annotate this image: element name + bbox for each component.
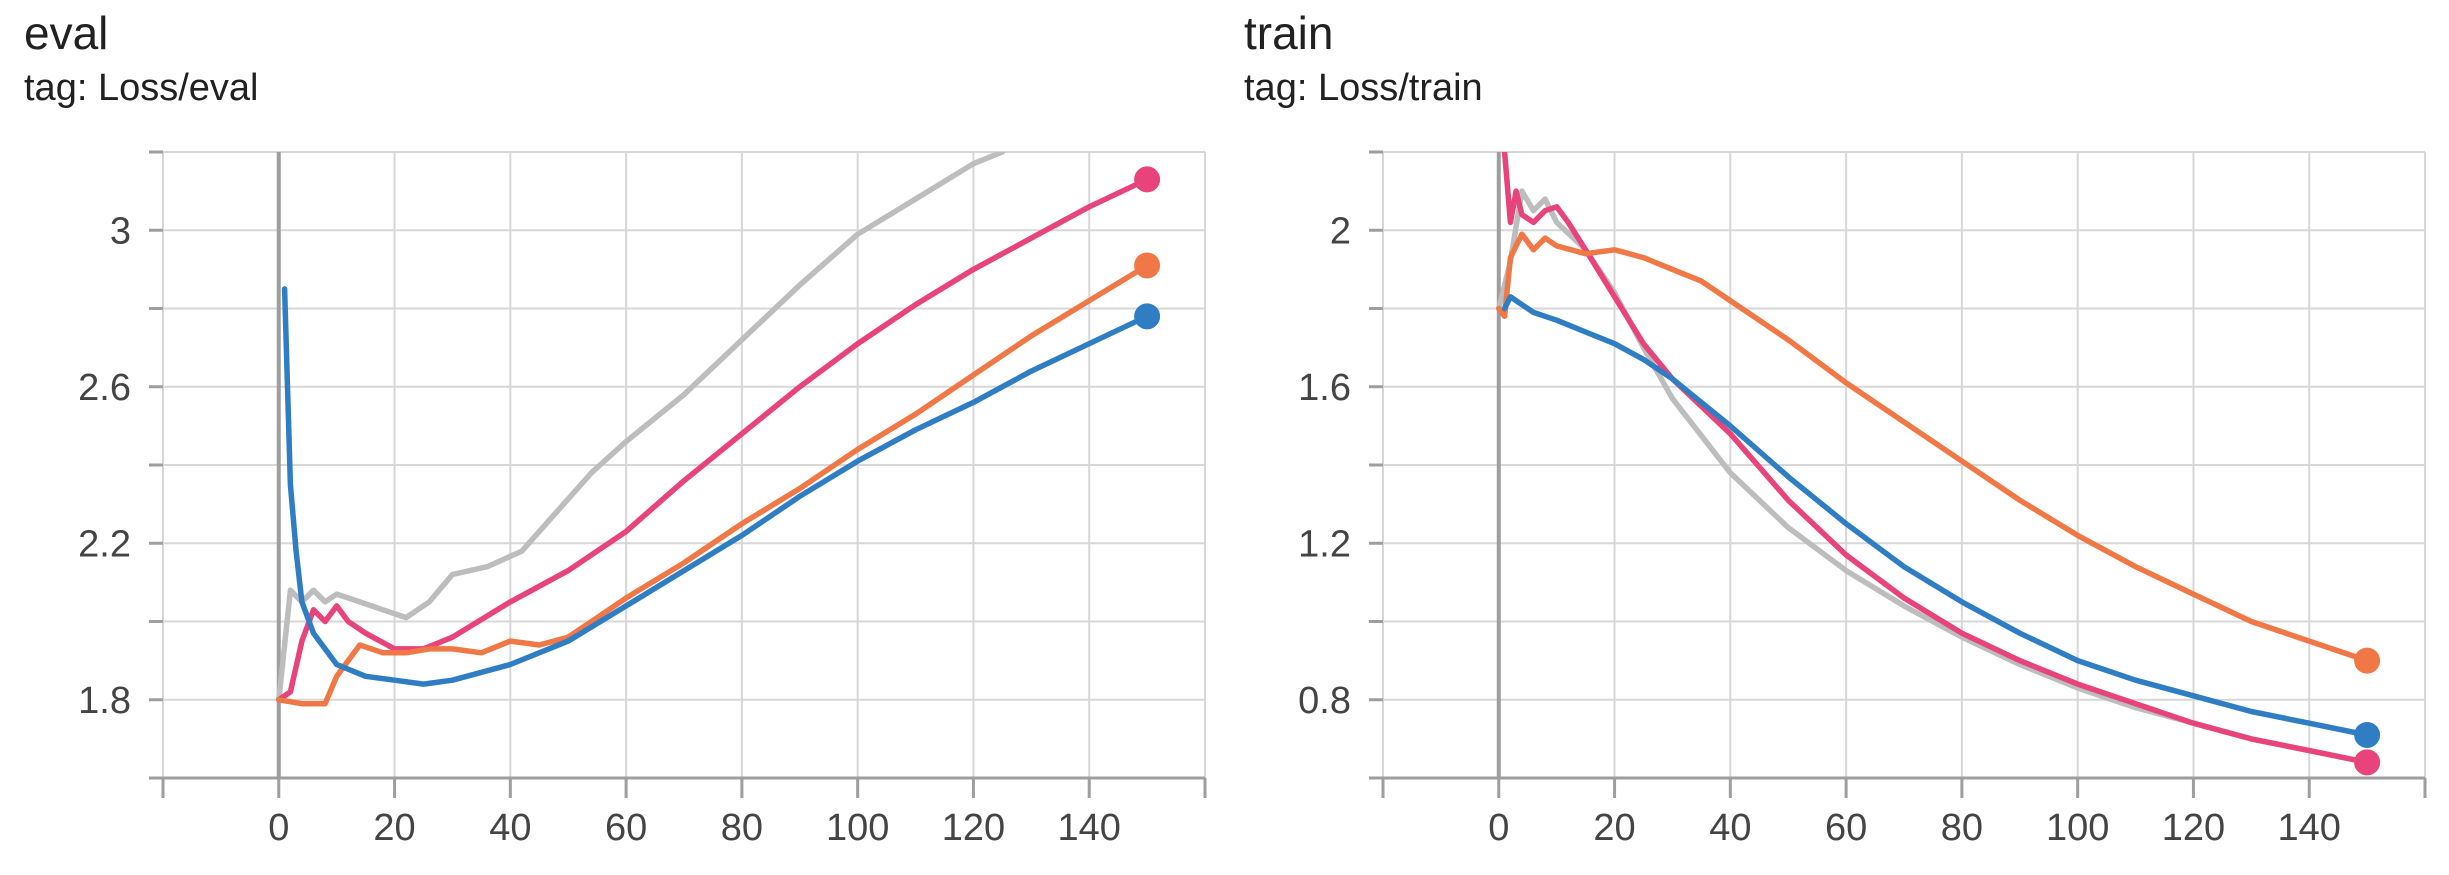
train-plot: 0 20 40 60 80 100 120 140 0.8 1.2 1.6 2 bbox=[1298, 150, 2427, 849]
train-chart-tag: tag: Loss/train bbox=[1244, 67, 1483, 109]
eval-x-tick-label: 120 bbox=[942, 807, 1005, 849]
eval-x-tick-label: 20 bbox=[373, 807, 415, 849]
train-x-tick-label: 100 bbox=[2046, 807, 2109, 849]
train-chart-panel: train tag: Loss/train 0 20 40 60 80 100 120 140… bbox=[1220, 0, 2427, 875]
eval-x-tick-label: 0 bbox=[268, 807, 289, 849]
train-x-tick-label: 120 bbox=[2162, 807, 2225, 849]
eval-series-end-point-3[interactable] bbox=[1134, 303, 1161, 330]
train-series-line-0 bbox=[1496, 188, 2370, 766]
eval-y-tick-label: 2.2 bbox=[78, 523, 131, 565]
eval-y-tick-label: 1.8 bbox=[78, 680, 131, 722]
train-y-tick-label: 0.8 bbox=[1298, 680, 1351, 722]
eval-series-end-point-1[interactable] bbox=[1134, 166, 1161, 193]
eval-series-line-0 bbox=[276, 152, 1006, 703]
eval-grid bbox=[162, 151, 1206, 779]
eval-x-tick-label: 80 bbox=[721, 807, 763, 849]
eval-chart-panel: eval tag: Loss/eval 0 20 40 60 80 100 120 140 1.… bbox=[0, 0, 1207, 875]
eval-x-tick-label: 60 bbox=[605, 807, 647, 849]
train-series-line-2 bbox=[1496, 231, 2370, 664]
train-x-tick-label: 60 bbox=[1825, 807, 1867, 849]
train-x-tick-label: 0 bbox=[1488, 807, 1509, 849]
eval-series-line-1 bbox=[276, 176, 1150, 703]
eval-plot: 0 20 40 60 80 100 120 140 1.8 2.2 2.6 3 bbox=[78, 150, 1207, 849]
eval-y-tick-label: 2.6 bbox=[78, 367, 131, 409]
eval-series-line-3 bbox=[281, 286, 1150, 687]
train-y-tick-label: 2 bbox=[1330, 210, 1351, 252]
train-series-end-point-1[interactable] bbox=[2354, 749, 2381, 776]
train-x-tick-label: 40 bbox=[1709, 807, 1751, 849]
eval-chart-tag: tag: Loss/eval bbox=[24, 67, 259, 109]
eval-chart-title: eval bbox=[24, 7, 109, 59]
train-series-end-point-3[interactable] bbox=[2354, 721, 2381, 748]
train-x-tick-label: 20 bbox=[1593, 807, 1635, 849]
train-series-line-1 bbox=[1501, 152, 2370, 766]
eval-series-end-point-2[interactable] bbox=[1134, 252, 1161, 279]
train-series-end-point-2[interactable] bbox=[2354, 647, 2381, 674]
train-series-line-3 bbox=[1501, 294, 2370, 738]
train-x-tick-label: 80 bbox=[1941, 807, 1983, 849]
eval-x-tick-label: 140 bbox=[1058, 807, 1121, 849]
train-y-tick-label: 1.2 bbox=[1298, 523, 1351, 565]
train-x-tick-label: 140 bbox=[2278, 807, 2341, 849]
train-chart-title: train bbox=[1244, 7, 1334, 59]
eval-y-tick-label: 3 bbox=[110, 210, 131, 252]
eval-series-line-2 bbox=[276, 262, 1150, 707]
eval-x-tick-label: 40 bbox=[489, 807, 531, 849]
eval-x-tick-label: 100 bbox=[826, 807, 889, 849]
train-y-tick-label: 1.6 bbox=[1298, 367, 1351, 409]
